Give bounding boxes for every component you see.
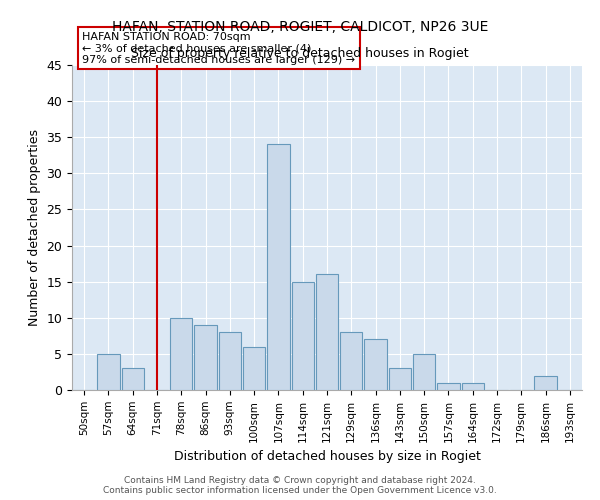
Bar [194, 325, 217, 390]
Bar [389, 368, 411, 390]
Y-axis label: Number of detached properties: Number of detached properties [28, 129, 41, 326]
Bar [97, 354, 119, 390]
Bar [340, 332, 362, 390]
Bar [316, 274, 338, 390]
Text: HAFAN, STATION ROAD, ROGIET, CALDICOT, NP26 3UE: HAFAN, STATION ROAD, ROGIET, CALDICOT, N… [112, 20, 488, 34]
Bar [243, 346, 265, 390]
Bar [535, 376, 557, 390]
Bar [170, 318, 193, 390]
Bar [413, 354, 436, 390]
X-axis label: Distribution of detached houses by size in Rogiet: Distribution of detached houses by size … [173, 450, 481, 463]
Text: HAFAN STATION ROAD: 70sqm
← 3% of detached houses are smaller (4)
97% of semi-de: HAFAN STATION ROAD: 70sqm ← 3% of detach… [82, 32, 355, 65]
Bar [292, 282, 314, 390]
Text: Size of property relative to detached houses in Rogiet: Size of property relative to detached ho… [131, 48, 469, 60]
Bar [461, 383, 484, 390]
Text: Contains HM Land Registry data © Crown copyright and database right 2024.
Contai: Contains HM Land Registry data © Crown c… [103, 476, 497, 495]
Bar [122, 368, 144, 390]
Bar [437, 383, 460, 390]
Bar [267, 144, 290, 390]
Bar [218, 332, 241, 390]
Bar [364, 340, 387, 390]
